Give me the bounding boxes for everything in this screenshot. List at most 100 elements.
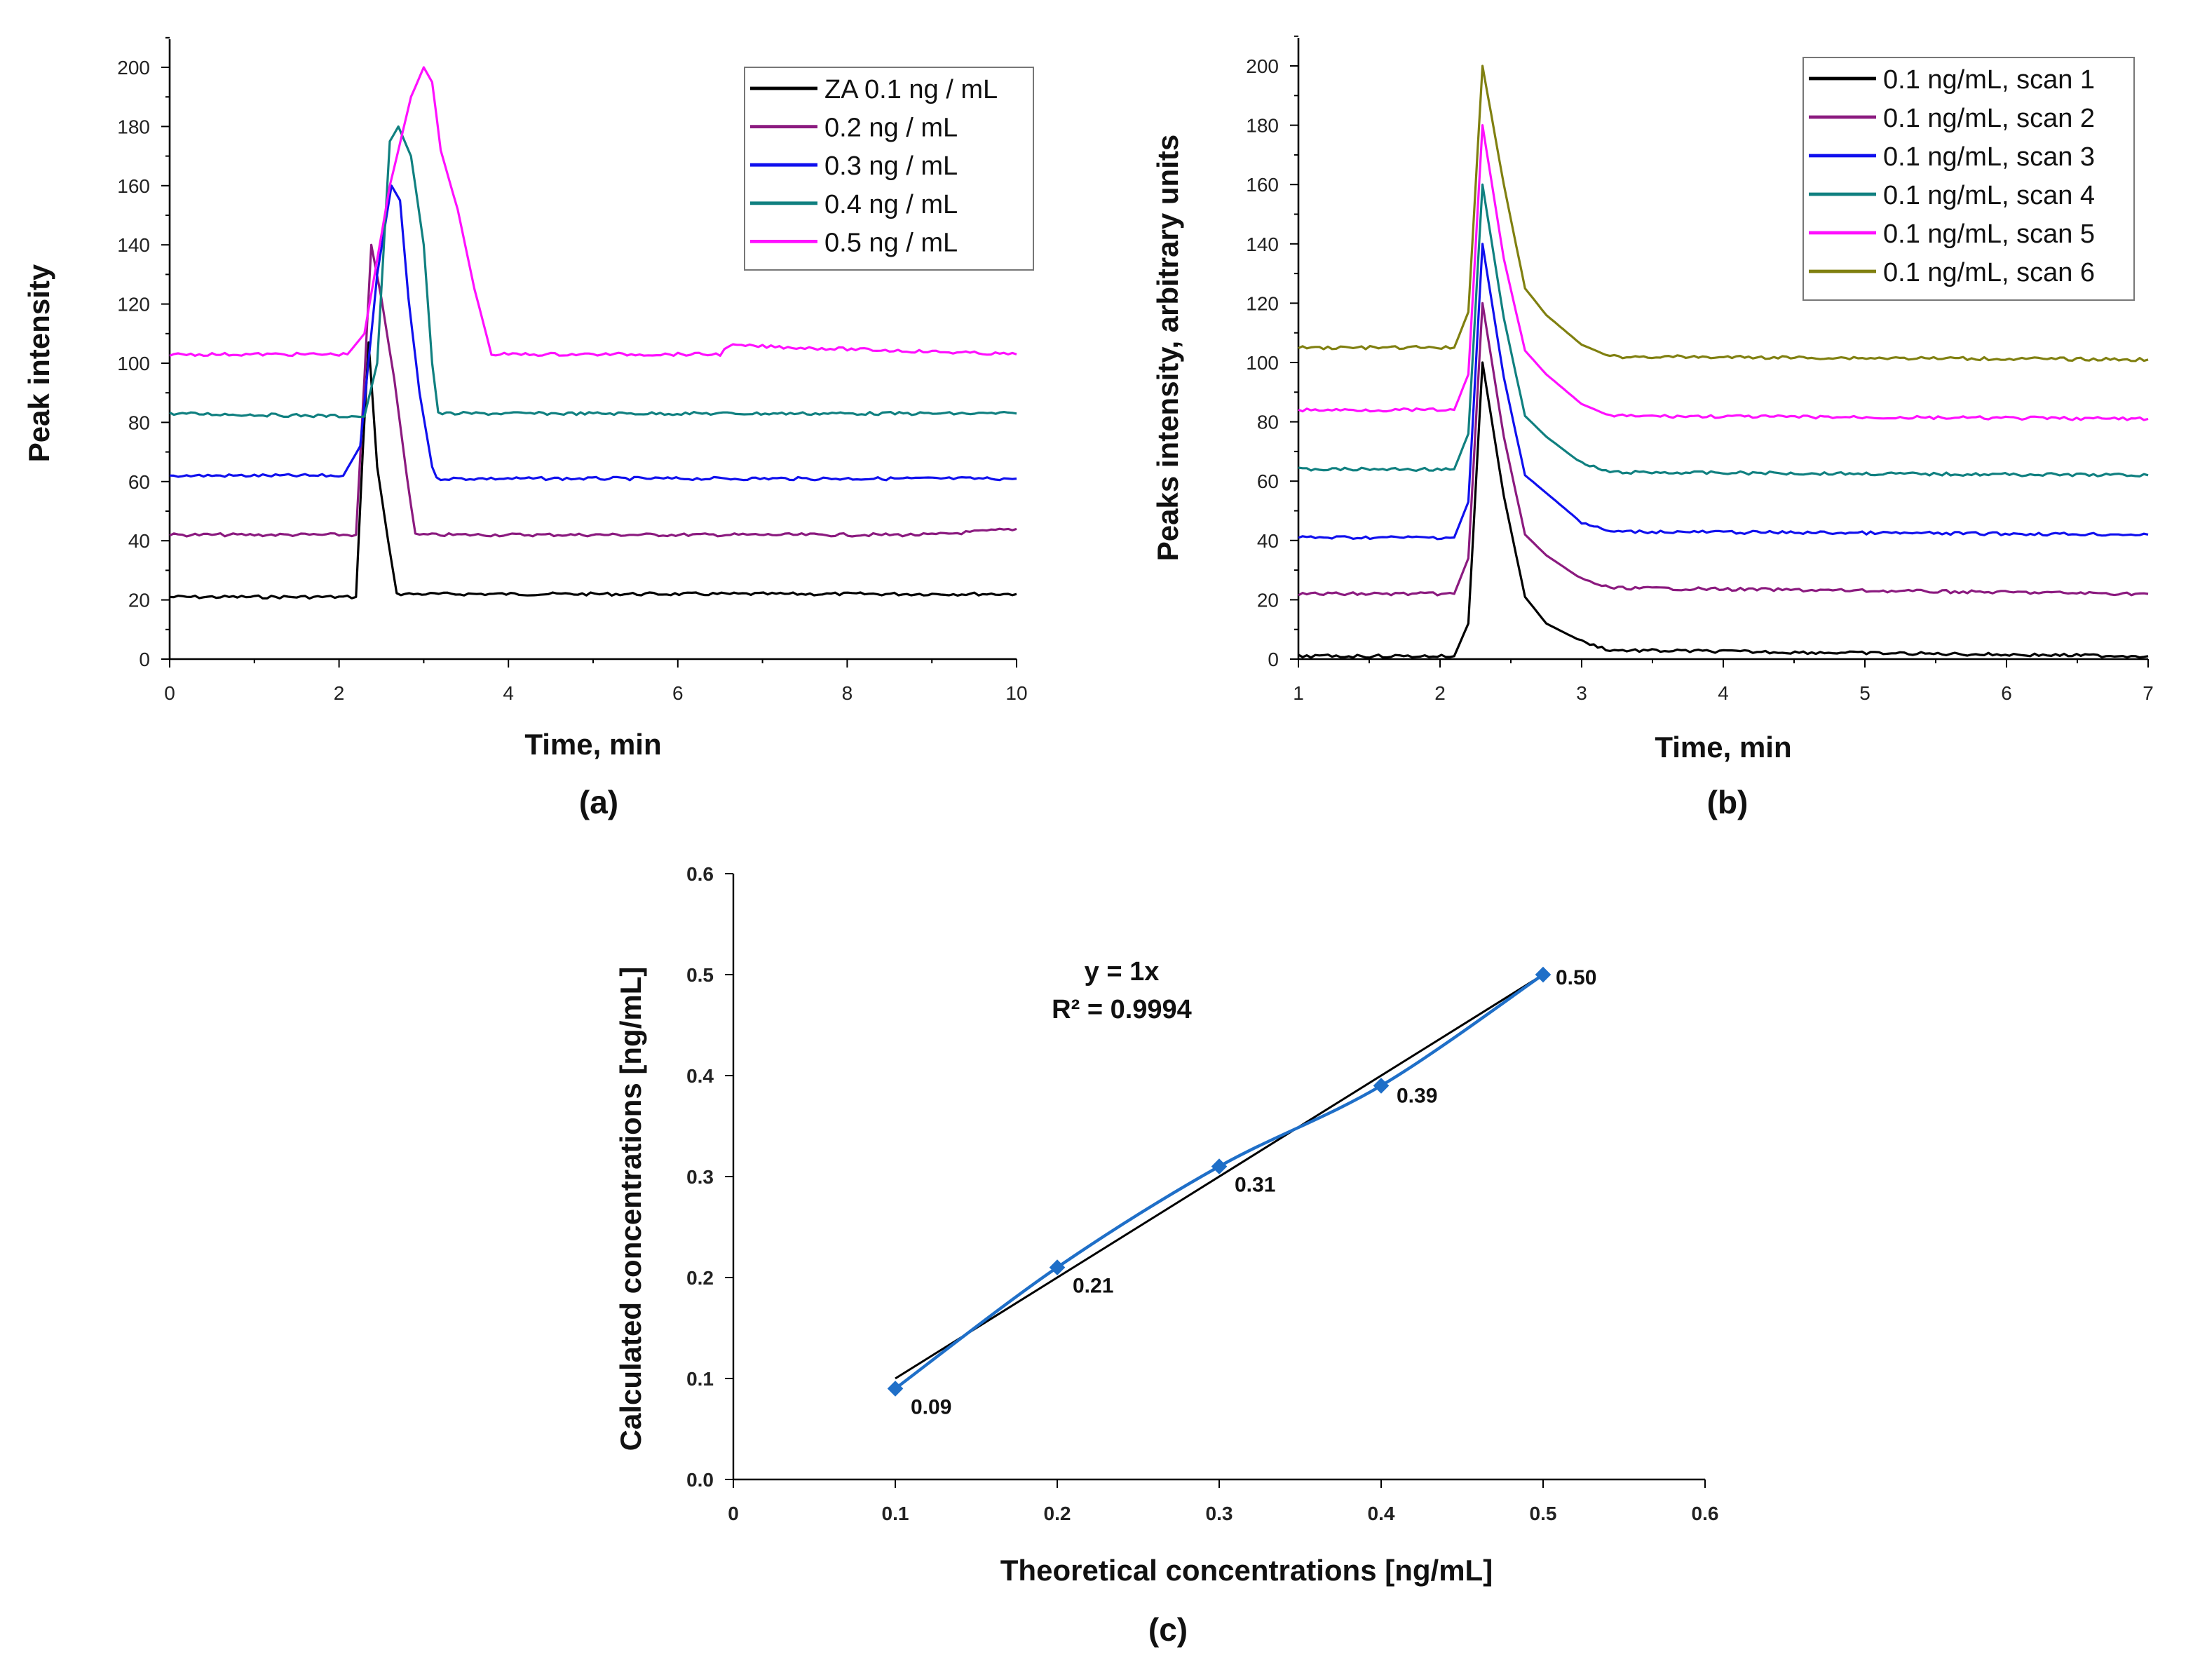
series-line-5 — [1298, 124, 2149, 421]
y-tick-label: 120 — [117, 294, 150, 316]
y-tick-label: 140 — [117, 234, 150, 256]
y-axis-label: Peaks intensity, arbitrary units — [1151, 135, 1184, 561]
series-line — [894, 973, 1544, 1390]
series-line-4 — [169, 125, 1017, 419]
data-point — [1373, 1078, 1390, 1094]
legend-label: 0.3 ng / mL — [824, 151, 958, 181]
y-tick-label: 60 — [128, 471, 150, 493]
y-tick-label: 0.6 — [686, 863, 714, 885]
series-line-3 — [1298, 243, 2149, 541]
legend-label: 0.4 ng / mL — [824, 190, 958, 219]
series-line-4 — [1298, 183, 2149, 477]
legend-box — [744, 67, 1034, 271]
x-tick-label: 6 — [2001, 682, 2012, 704]
panel-label: (c) — [1148, 1611, 1188, 1648]
x-tick-label: 5 — [1859, 682, 1870, 704]
y-tick-label: 0.3 — [686, 1166, 714, 1188]
x-tick-label: 0.6 — [1692, 1503, 1719, 1524]
y-tick-label: 180 — [1246, 115, 1279, 137]
y-tick-label: 20 — [128, 590, 150, 611]
y-axis-label: Peak intensity — [22, 264, 55, 462]
y-tick-label: 0.2 — [686, 1267, 714, 1289]
x-axis-label: Theoretical concentrations [ng/mL] — [1000, 1554, 1493, 1587]
y-tick-label: 200 — [1246, 55, 1279, 77]
y-tick-label: 120 — [1246, 292, 1279, 314]
y-tick-label: 20 — [1257, 589, 1279, 611]
series-line-6 — [1298, 65, 2149, 363]
legend-label: 0.1 ng/mL, scan 4 — [1883, 181, 2095, 210]
chart-a: 0 2 4 6 8 10020406080100120140160180200Time, … — [22, 36, 1034, 820]
legend-label: 0.2 ng / mL — [824, 114, 958, 143]
y-tick-label: 0.1 — [686, 1368, 714, 1390]
panel-label: (b) — [1707, 784, 1749, 820]
x-tick-label: 0 — [728, 1503, 739, 1524]
series-line-2 — [1298, 302, 2149, 597]
legend-label: ZA 0.1 ng / mL — [824, 75, 998, 104]
panel-label: (a) — [579, 784, 618, 820]
y-tick-label: 40 — [1257, 530, 1279, 552]
data-point — [1049, 1259, 1066, 1275]
y-tick-label: 160 — [117, 175, 150, 197]
data-point — [887, 1381, 904, 1397]
chart-c: 0 0.1 0.2 0.3 0.4 0.5 0.6 0.0 0.1 0.2 0.3 0.4 0.5 0.6… — [614, 863, 1718, 1648]
y-tick-label: 40 — [128, 530, 150, 552]
data-label: 0.21 — [1073, 1275, 1113, 1298]
legend-label: 0.1 ng/mL, scan 2 — [1883, 104, 2095, 133]
x-axis-label: Time, min — [1655, 731, 1791, 764]
r-squared: R² = 0.9994 — [1052, 995, 1192, 1024]
data-label: 0.50 — [1556, 966, 1596, 989]
x-tick-label: 0.2 — [1044, 1503, 1071, 1524]
series-line-5 — [169, 66, 1017, 357]
y-tick-label: 160 — [1246, 174, 1279, 196]
series-line-1 — [1298, 361, 2149, 659]
legend-box — [1802, 57, 2135, 301]
trendline — [895, 973, 1544, 1380]
y-tick-label: 80 — [128, 412, 150, 433]
data-label: 0.31 — [1235, 1174, 1275, 1197]
data-point — [1535, 966, 1552, 983]
y-tick-label: 0 — [1268, 649, 1279, 670]
x-tick-label: 2 — [334, 682, 345, 704]
x-tick-label: 4 — [503, 682, 514, 704]
y-tick-label: 0 — [139, 649, 150, 670]
data-label: 0.09 — [911, 1395, 951, 1418]
x-tick-label: 0.5 — [1530, 1503, 1557, 1524]
x-tick-label: 6 — [672, 682, 684, 704]
y-tick-label: 0.4 — [686, 1065, 714, 1087]
y-tick-label: 0.5 — [686, 964, 714, 986]
x-tick-label: 0.4 — [1368, 1503, 1395, 1524]
y-tick-label: 80 — [1257, 412, 1279, 433]
y-tick-label: 140 — [1246, 233, 1279, 255]
legend-label: 0.1 ng/mL, scan 5 — [1883, 219, 2095, 249]
x-tick-label: 0.3 — [1206, 1503, 1233, 1524]
legend-label: 0.1 ng/mL, scan 3 — [1883, 142, 2095, 172]
x-tick-label: 8 — [842, 682, 853, 704]
y-tick-label: 200 — [117, 57, 150, 79]
y-tick-label: 0.0 — [686, 1469, 714, 1491]
x-tick-label: 1 — [1293, 682, 1304, 704]
y-tick-label: 100 — [1246, 352, 1279, 374]
data-label: 0.39 — [1397, 1084, 1437, 1107]
x-tick-label: 2 — [1434, 682, 1446, 704]
x-tick-label: 7 — [2143, 682, 2154, 704]
series-line-3 — [169, 184, 1017, 482]
legend-label: 0.1 ng/mL, scan 6 — [1883, 258, 2095, 287]
trendline-equation: y = 1x — [1085, 957, 1160, 987]
x-tick-label: 3 — [1576, 682, 1587, 704]
y-tick-label: 60 — [1257, 470, 1279, 492]
chart-b: 1 2 3 4 5 6 7 0 20 40 60 80 100 120 140 160 180 200 Time, … — [1151, 35, 2154, 820]
y-axis-label: Calculated concentrations [ng/mL] — [614, 967, 647, 1451]
y-tick-label: 180 — [117, 116, 150, 137]
x-axis-label: Time, min — [524, 728, 661, 761]
x-tick-label: 4 — [1718, 682, 1729, 704]
series-line-1 — [169, 341, 1017, 600]
x-tick-label: 0.1 — [882, 1503, 909, 1524]
x-tick-label: 10 — [1005, 682, 1027, 704]
data-point — [1211, 1158, 1228, 1174]
legend-label: 0.1 ng/mL, scan 1 — [1883, 65, 2095, 95]
x-tick-label: 0 — [164, 682, 175, 704]
series-line-2 — [169, 243, 1017, 538]
y-tick-label: 100 — [117, 353, 150, 374]
legend-label: 0.5 ng / mL — [824, 228, 958, 257]
